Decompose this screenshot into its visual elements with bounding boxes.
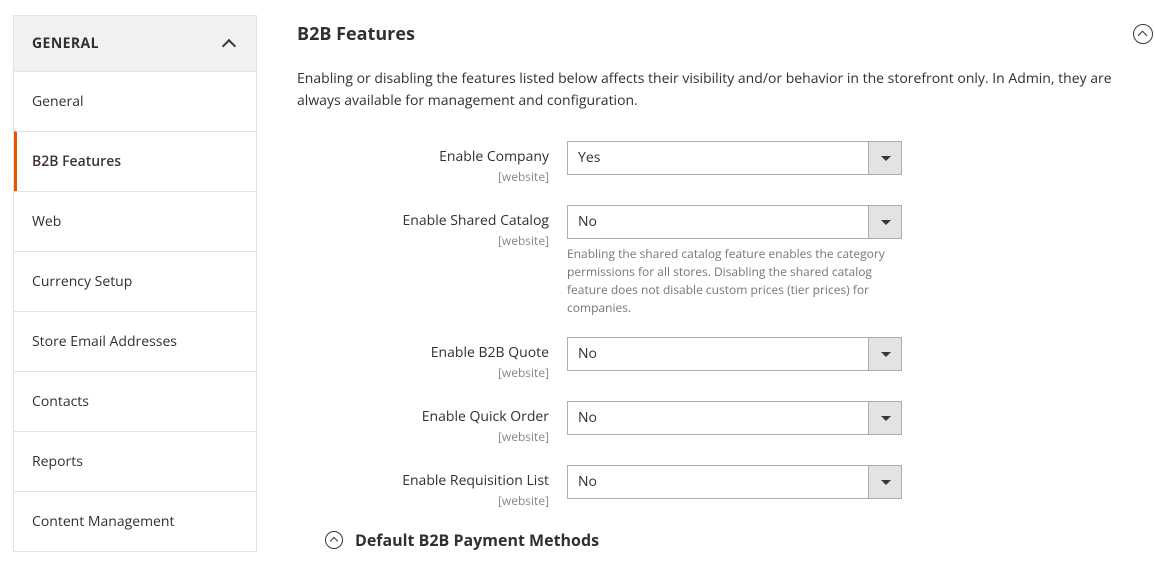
- sidebar-item-web[interactable]: Web: [14, 191, 256, 251]
- sidebar-item-b2b-features[interactable]: B2B Features: [14, 131, 256, 191]
- field-label-col: Enable B2B Quote [website]: [297, 337, 567, 381]
- config-form: Enable Company [website] Yes Enable Shar…: [297, 141, 1155, 509]
- sidebar-item-label: Web: [32, 212, 61, 231]
- enable-b2b-quote-select[interactable]: No: [567, 337, 902, 371]
- field-label: Enable Company: [439, 147, 549, 166]
- sidebar-item-contacts[interactable]: Contacts: [14, 371, 256, 431]
- sidebar-item-label: Reports: [32, 452, 83, 471]
- subsection-header[interactable]: Default B2B Payment Methods: [325, 529, 1155, 551]
- dropdown-icon: [868, 337, 902, 371]
- field-label: Enable Requisition List: [402, 471, 549, 490]
- field-label: Enable Shared Catalog: [403, 211, 550, 230]
- enable-shared-catalog-select[interactable]: No: [567, 205, 902, 239]
- enable-quick-order-select[interactable]: No: [567, 401, 902, 435]
- field-control-col: No: [567, 337, 902, 371]
- section-title: B2B Features: [297, 22, 415, 46]
- collapse-section-icon[interactable]: [1133, 24, 1153, 44]
- select-value: No: [567, 401, 868, 435]
- field-row-enable-quick-order: Enable Quick Order [website] No: [297, 401, 1155, 445]
- config-main: B2B Features Enabling or disabling the f…: [257, 0, 1155, 571]
- select-value: No: [567, 337, 868, 371]
- field-scope-label: [website]: [297, 428, 549, 445]
- field-control-col: No Enabling the shared catalog feature e…: [567, 205, 902, 317]
- sidebar-item-currency-setup[interactable]: Currency Setup: [14, 251, 256, 311]
- select-value: Yes: [567, 141, 868, 175]
- sidebar-group-title: GENERAL: [32, 34, 99, 53]
- select-value: No: [567, 205, 868, 239]
- field-label: Enable Quick Order: [422, 407, 549, 426]
- field-row-enable-b2b-quote: Enable B2B Quote [website] No: [297, 337, 1155, 381]
- dropdown-icon: [868, 465, 902, 499]
- field-scope-label: [website]: [297, 232, 549, 249]
- field-label-col: Enable Shared Catalog [website]: [297, 205, 567, 249]
- sidebar-item-store-email-addresses[interactable]: Store Email Addresses: [14, 311, 256, 371]
- sidebar-item-label: Content Management: [32, 512, 175, 531]
- dropdown-icon: [868, 401, 902, 435]
- field-scope-label: [website]: [297, 364, 549, 381]
- field-row-enable-requisition-list: Enable Requisition List [website] No: [297, 465, 1155, 509]
- chevron-up-icon: [222, 37, 236, 51]
- sidebar-item-label: Contacts: [32, 392, 89, 411]
- field-label-col: Enable Quick Order [website]: [297, 401, 567, 445]
- section-header: B2B Features: [297, 22, 1155, 46]
- select-value: No: [567, 465, 868, 499]
- field-label-col: Enable Company [website]: [297, 141, 567, 185]
- sidebar-item-reports[interactable]: Reports: [14, 431, 256, 491]
- sidebar-group-header[interactable]: GENERAL: [14, 16, 256, 71]
- sidebar-item-label: General: [32, 92, 84, 111]
- field-row-enable-company: Enable Company [website] Yes: [297, 141, 1155, 185]
- field-control-col: Yes: [567, 141, 902, 175]
- field-note: Enabling the shared catalog feature enab…: [567, 245, 902, 317]
- field-row-enable-shared-catalog: Enable Shared Catalog [website] No Enabl…: [297, 205, 1155, 317]
- sidebar-item-label: B2B Features: [32, 152, 121, 171]
- dropdown-icon: [868, 141, 902, 175]
- sidebar-nav-list: General B2B Features Web Currency Setup …: [14, 71, 256, 551]
- enable-company-select[interactable]: Yes: [567, 141, 902, 175]
- enable-requisition-list-select[interactable]: No: [567, 465, 902, 499]
- field-scope-label: [website]: [297, 168, 549, 185]
- sidebar-item-content-management[interactable]: Content Management: [14, 491, 256, 551]
- field-scope-label: [website]: [297, 492, 549, 509]
- sidebar-group-general: GENERAL General B2B Features Web Currenc…: [13, 15, 257, 552]
- field-label-col: Enable Requisition List [website]: [297, 465, 567, 509]
- config-sidebar: GENERAL General B2B Features Web Currenc…: [0, 0, 257, 552]
- sidebar-item-label: Currency Setup: [32, 272, 132, 291]
- field-label: Enable B2B Quote: [431, 343, 549, 362]
- dropdown-icon: [868, 205, 902, 239]
- field-control-col: No: [567, 401, 902, 435]
- sidebar-item-general[interactable]: General: [14, 71, 256, 131]
- section-intro-text: Enabling or disabling the features liste…: [297, 68, 1155, 111]
- sidebar-item-label: Store Email Addresses: [32, 332, 177, 351]
- subsection-title: Default B2B Payment Methods: [355, 529, 599, 551]
- field-control-col: No: [567, 465, 902, 499]
